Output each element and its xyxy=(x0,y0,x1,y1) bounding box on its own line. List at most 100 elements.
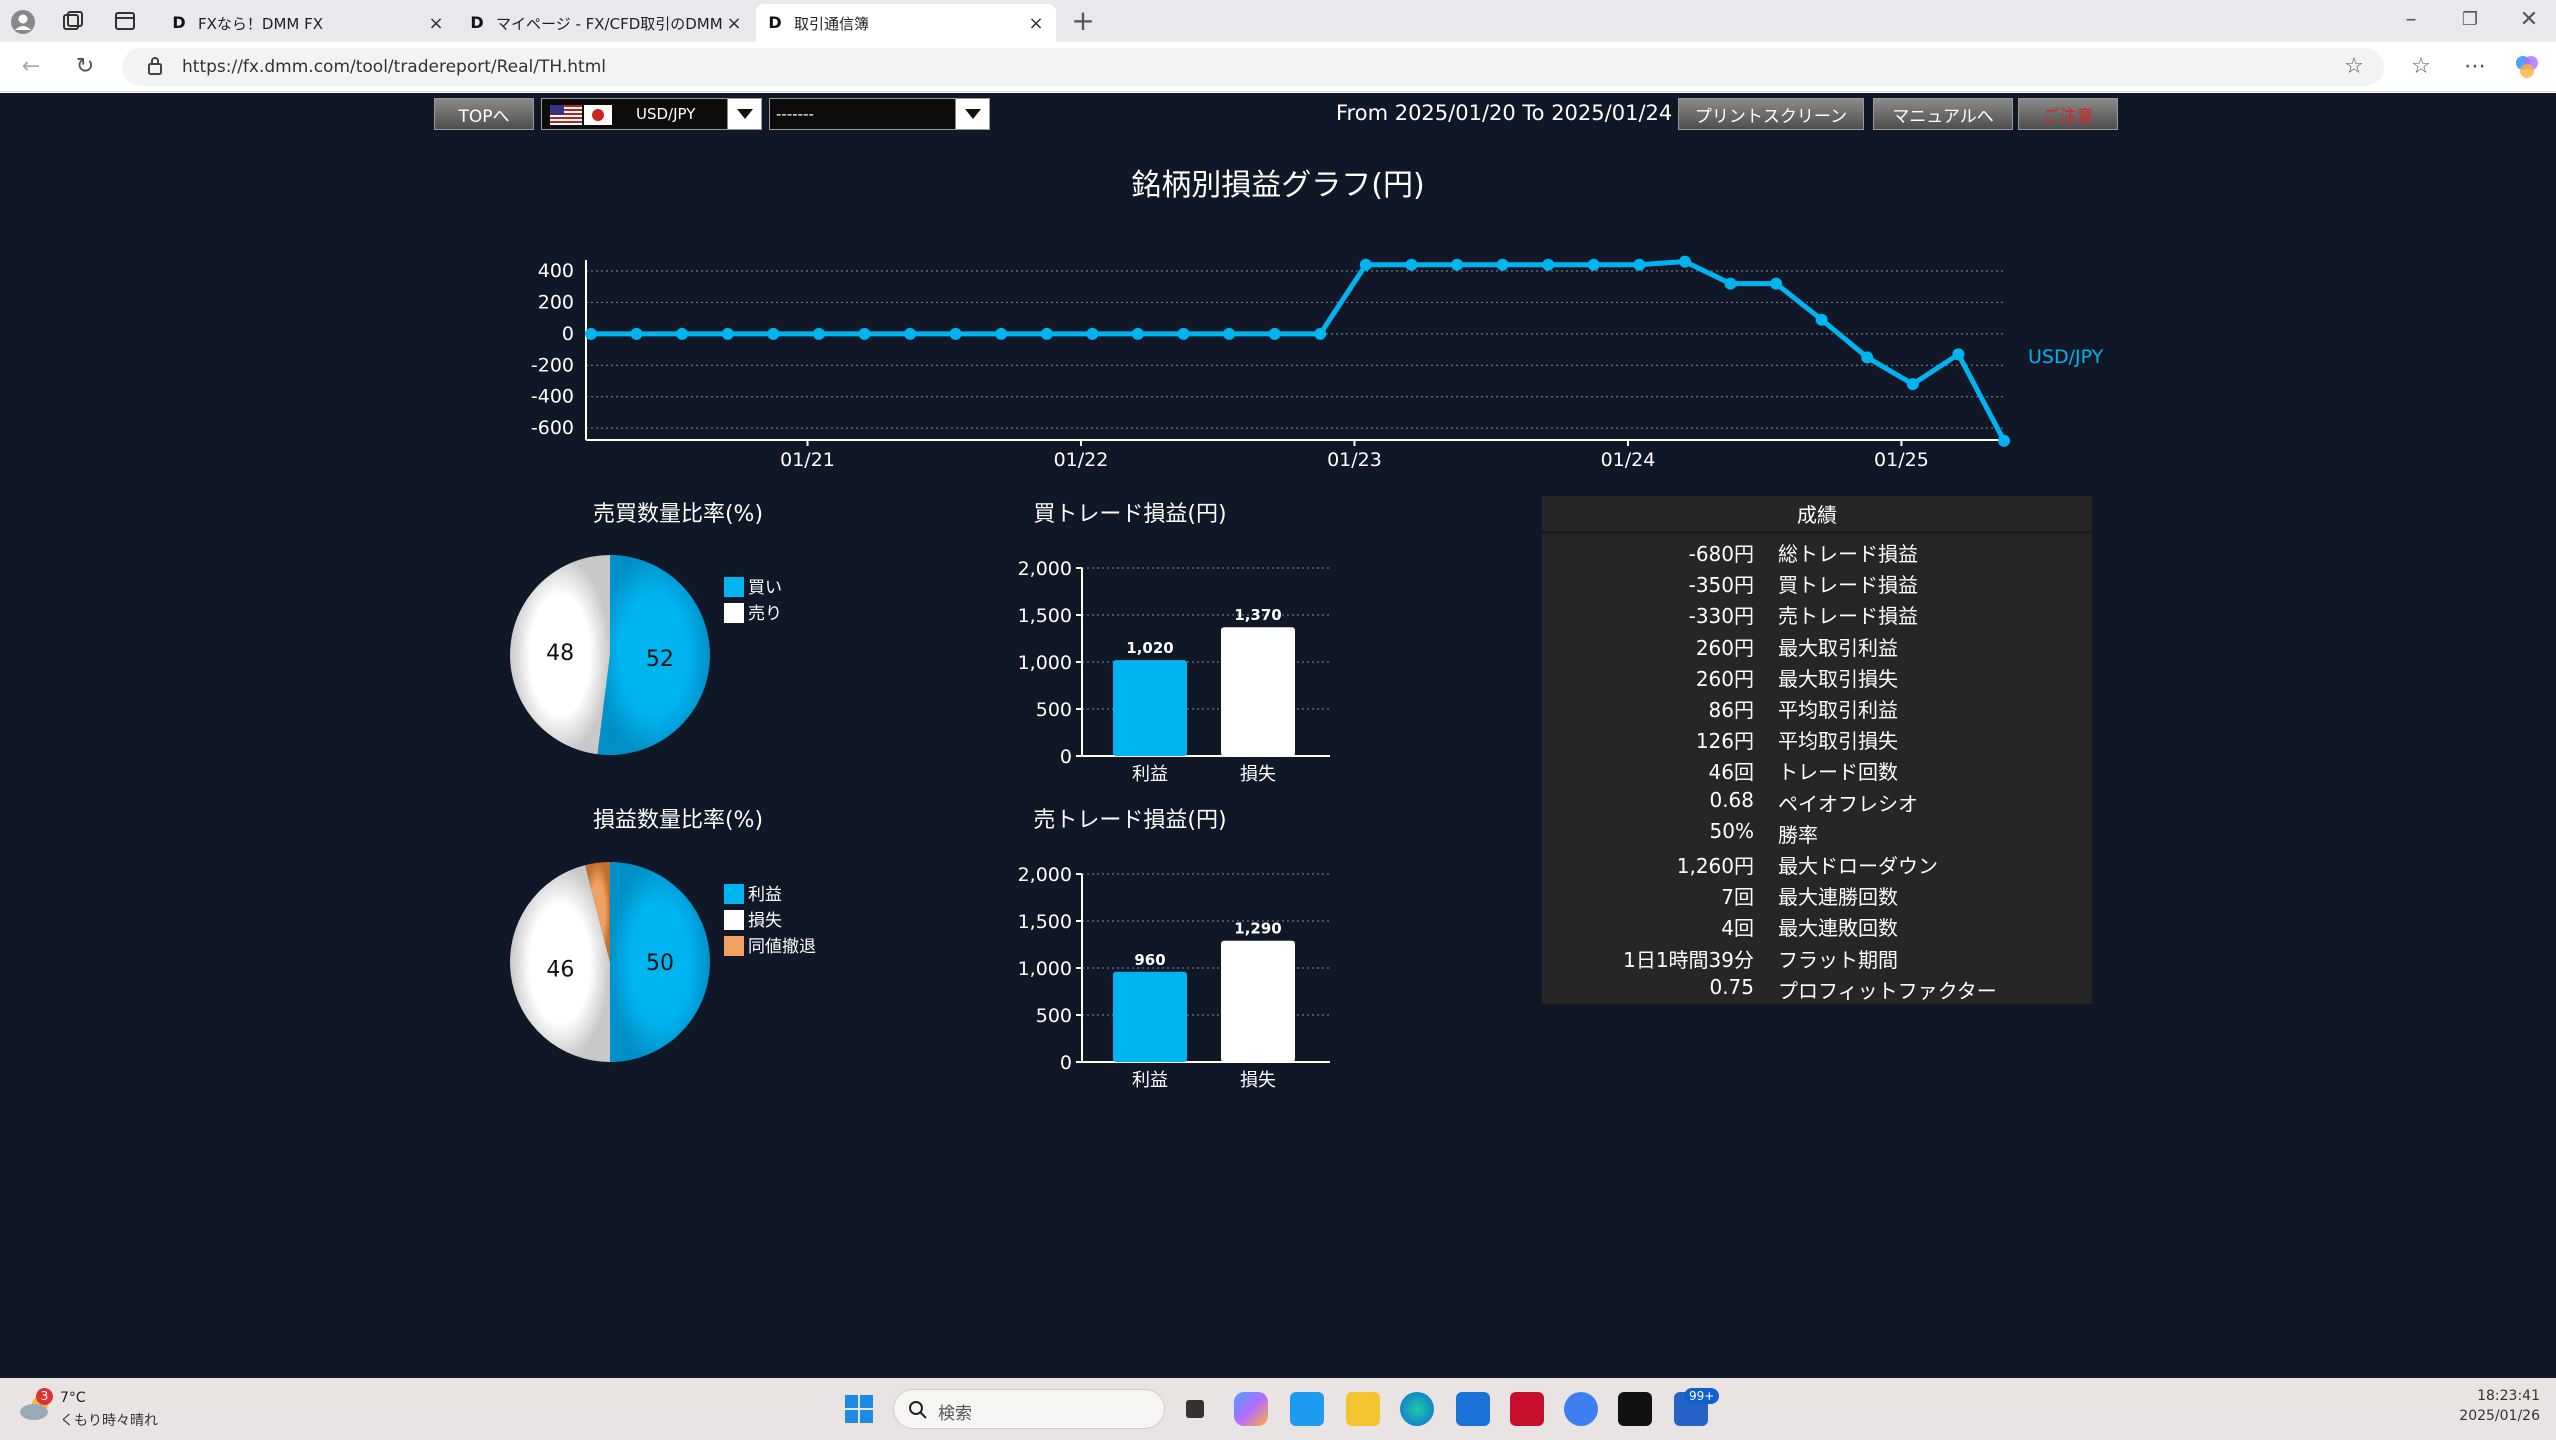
bar xyxy=(1221,940,1295,1062)
secondary-select-value: ------- xyxy=(776,105,814,123)
data-point xyxy=(1177,327,1190,340)
profile-icon[interactable] xyxy=(8,9,38,41)
weather-alert-badge: 3 xyxy=(36,1388,53,1405)
jp-flag-icon xyxy=(584,105,612,125)
pie-slice-label: 52 xyxy=(646,647,674,672)
url-field[interactable] xyxy=(122,48,2384,86)
collections-icon[interactable] xyxy=(58,9,88,39)
close-tab-icon[interactable]: × xyxy=(428,12,444,34)
data-point xyxy=(1451,258,1464,271)
stats-row: 1日1時間39分 フラット期間 xyxy=(1542,940,2092,972)
stats-label: 買トレード損益 xyxy=(1778,573,1918,598)
legend-label: 買い xyxy=(748,578,782,598)
edge-icon[interactable] xyxy=(1400,1392,1434,1426)
x-tick-label: 01/23 xyxy=(1327,449,1382,470)
data-point xyxy=(1314,327,1327,340)
lock-icon[interactable] xyxy=(140,56,170,83)
clock[interactable]: 18:23:41 2025/01/26 xyxy=(2420,1388,2540,1424)
pie-slice-label: 48 xyxy=(546,641,574,666)
symbol-select[interactable]: USD/JPY xyxy=(541,98,762,130)
secondary-select[interactable]: ------- xyxy=(769,98,990,130)
performance-table-title: 成績 xyxy=(1542,496,2092,534)
reload-icon[interactable]: ↻ xyxy=(75,54,95,79)
print-screen-button[interactable]: プリントスクリーン xyxy=(1678,98,1864,130)
chevron-down-icon[interactable] xyxy=(955,99,989,129)
data-point xyxy=(949,327,962,340)
close-tab-icon[interactable]: × xyxy=(726,12,742,34)
tradingview-icon[interactable] xyxy=(1618,1392,1652,1426)
stats-value: -330円 xyxy=(1688,604,1754,629)
sell-trade-pl-chart: 2,000 1,500 1,000 500 0 960 利益 1,290 損失 xyxy=(1018,864,1330,1091)
x-tick-label: 01/22 xyxy=(1054,449,1109,470)
tab-trade-report[interactable]: D 取引通信簿 × xyxy=(756,4,1056,42)
pie-slice-label: 50 xyxy=(646,951,674,976)
start-button[interactable] xyxy=(843,1393,875,1425)
browser-tab-bar: D FXなら！DMM FX × D マイページ - FX/CFD取引のDMM.c… xyxy=(0,0,2556,42)
tab-actions-icon[interactable] xyxy=(110,9,140,39)
taskbar-search[interactable]: 検索 xyxy=(893,1389,1165,1429)
pie-slice xyxy=(509,555,610,755)
url-text: https://fx.dmm.com/tool/tradereport/Real… xyxy=(182,57,606,77)
stats-value: 46回 xyxy=(1708,760,1754,785)
stats-value: 0.75 xyxy=(1709,974,1754,999)
stats-row: 260円 最大取引損失 xyxy=(1542,659,2092,691)
tab-mypage[interactable]: D マイページ - FX/CFD取引のDMM.co × xyxy=(458,4,754,42)
stats-row: -330円 売トレード損益 xyxy=(1542,596,2092,629)
x-tick-label: 利益 xyxy=(1132,764,1168,785)
y-tick-label: -200 xyxy=(531,354,574,376)
legend-swatch xyxy=(724,603,744,623)
legend-label: 損失 xyxy=(748,911,782,931)
stats-row: 7回 最大連勝回数 xyxy=(1542,877,2092,909)
manual-button[interactable]: マニュアルへ xyxy=(1873,98,2013,130)
data-point xyxy=(1223,327,1236,340)
new-tab-icon[interactable]: + xyxy=(1071,4,1095,37)
stats-row: 4回 最大連敗回数 xyxy=(1542,908,2092,941)
bar xyxy=(1113,971,1187,1062)
data-point xyxy=(630,327,643,340)
file-explorer-icon[interactable] xyxy=(1346,1392,1380,1426)
store-icon[interactable] xyxy=(1456,1392,1490,1426)
tab-title: FXなら！DMM FX xyxy=(198,14,324,33)
y-tick-label: 400 xyxy=(538,260,574,282)
top-button[interactable]: TOPへ xyxy=(434,98,534,130)
close-window-icon[interactable]: ✕ xyxy=(2519,7,2539,32)
data-point xyxy=(1131,327,1144,340)
more-menu-icon[interactable]: ⋯ xyxy=(2464,54,2486,79)
favorites-icon[interactable]: ☆ xyxy=(2411,54,2431,79)
stats-value: 260円 xyxy=(1695,635,1754,660)
back-icon[interactable]: ← xyxy=(21,54,41,79)
x-tick-label: 01/21 xyxy=(780,449,835,470)
tab-dmm-fx[interactable]: D FXなら！DMM FX × xyxy=(160,4,456,42)
task-view-icon[interactable] xyxy=(1178,1392,1212,1426)
minimize-icon[interactable]: – xyxy=(2405,7,2417,32)
us-flag-icon xyxy=(550,105,582,125)
legend-label: 利益 xyxy=(748,885,782,905)
close-tab-icon[interactable]: × xyxy=(1028,12,1044,34)
y-tick-label: 1,500 xyxy=(1018,605,1072,627)
data-point xyxy=(1724,277,1737,290)
pie-slice xyxy=(585,862,610,962)
chevron-down-icon[interactable] xyxy=(727,99,761,129)
data-point xyxy=(858,327,871,340)
x-tick-label: 利益 xyxy=(1132,1070,1168,1091)
bar xyxy=(1221,627,1295,756)
weather-widget[interactable]: 3 7°C くもり時々晴れ xyxy=(18,1386,198,1432)
stats-value: 4回 xyxy=(1721,916,1754,941)
y-tick-label: 0 xyxy=(1060,746,1072,768)
favorite-star-icon[interactable]: ☆ xyxy=(2344,54,2364,79)
stats-row: 1,260円 最大ドローダウン xyxy=(1542,846,2092,878)
mcafee-icon[interactable] xyxy=(1510,1392,1544,1426)
stats-row: 260円 最大取引利益 xyxy=(1542,628,2092,660)
copilot-icon[interactable] xyxy=(2512,54,2542,86)
notice-button[interactable]: ご注意 xyxy=(2018,98,2118,130)
stats-value: 1日1時間39分 xyxy=(1623,947,1754,972)
chat-app-icon[interactable] xyxy=(1564,1392,1598,1426)
twitter-app-icon[interactable] xyxy=(1290,1392,1324,1426)
series-label: USD/JPY xyxy=(2028,346,2104,368)
copilot-taskbar-icon[interactable] xyxy=(1234,1392,1268,1426)
bar xyxy=(1113,660,1187,756)
stats-value: 260円 xyxy=(1695,666,1754,691)
stats-label: 最大取引損失 xyxy=(1778,666,1898,691)
stats-value: 1,260円 xyxy=(1676,854,1754,878)
restore-icon[interactable]: ❐ xyxy=(2461,9,2479,30)
